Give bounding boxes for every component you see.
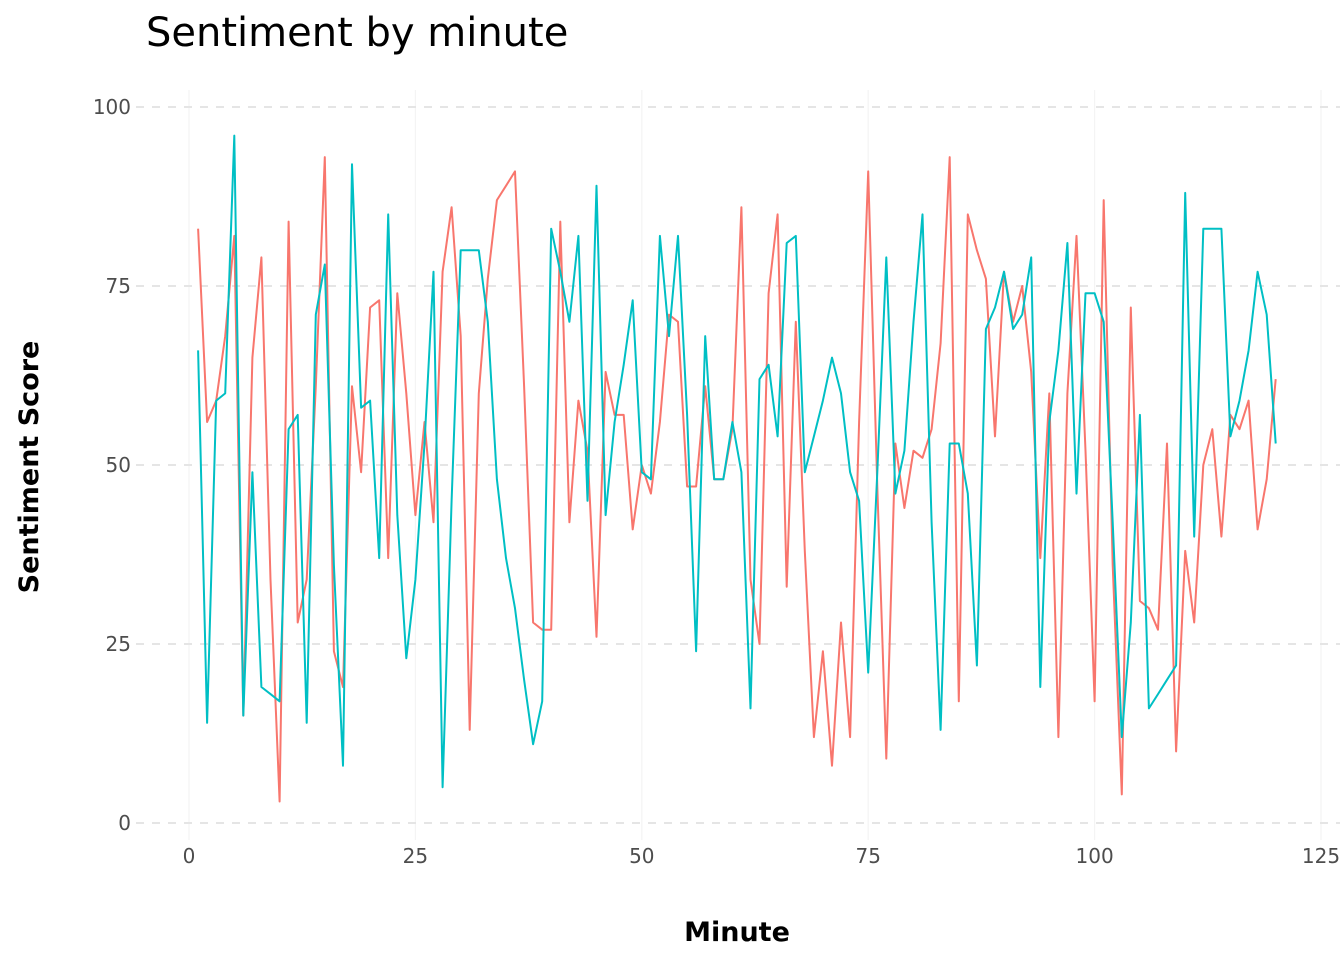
y-tick-label: 100 bbox=[93, 95, 131, 119]
x-tick-label: 75 bbox=[855, 844, 880, 868]
y-tick-label: 75 bbox=[106, 274, 131, 298]
series-line-1 bbox=[197, 156, 1277, 803]
x-tick-label: 125 bbox=[1302, 844, 1340, 868]
y-tick-label: 25 bbox=[106, 632, 131, 656]
y-axis-title: Sentiment Score bbox=[14, 341, 45, 594]
x-tick-label: 25 bbox=[403, 844, 428, 868]
y-tick-label: 50 bbox=[106, 453, 131, 477]
x-tick-labels: 0 25 50 75 100 125 bbox=[183, 844, 1340, 868]
x-tick-label: 0 bbox=[183, 844, 196, 868]
chart-title: Sentiment by minute bbox=[146, 10, 568, 56]
y-tick-labels: 0 25 50 75 100 bbox=[93, 95, 131, 835]
y-tick-label: 0 bbox=[118, 811, 131, 835]
x-tick-label: 100 bbox=[1076, 844, 1114, 868]
x-tick-label: 50 bbox=[629, 844, 654, 868]
series-line-2 bbox=[197, 134, 1277, 789]
series-layer bbox=[197, 134, 1277, 803]
x-axis-title: Minute bbox=[684, 917, 790, 948]
